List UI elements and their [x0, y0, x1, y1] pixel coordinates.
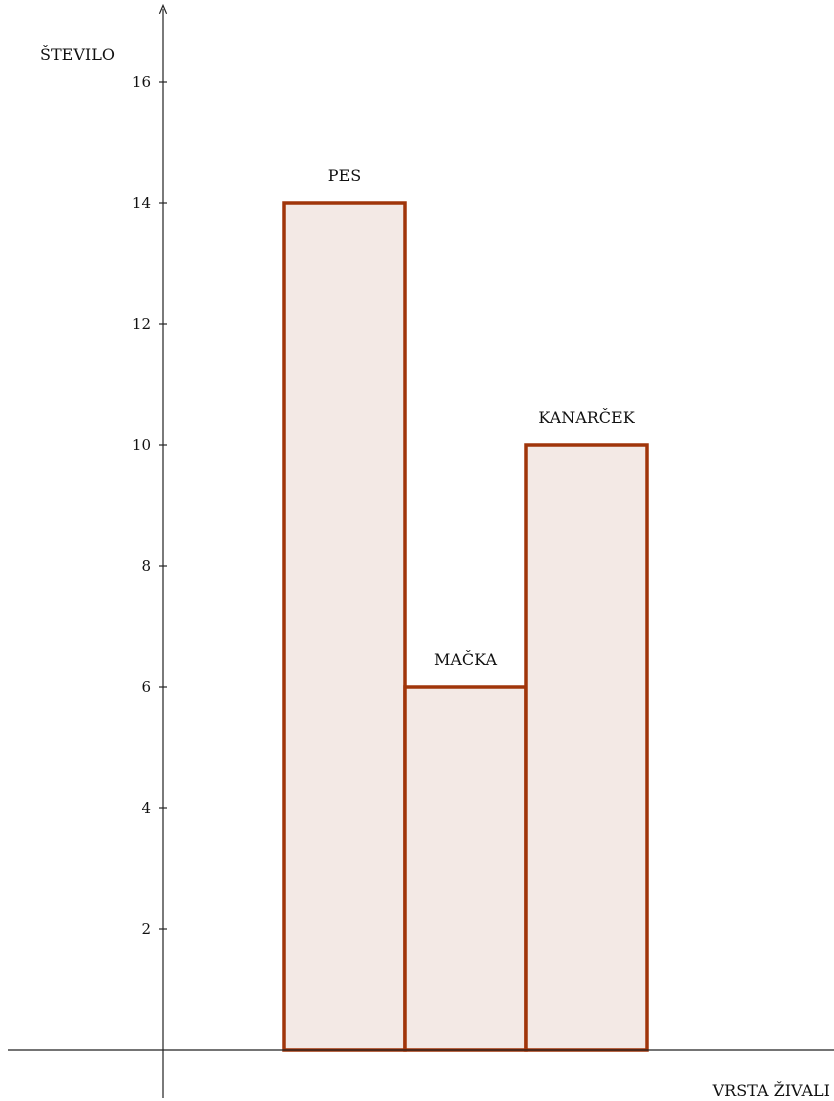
y-ticks: 2 4 6 8 10 12 14 16: [132, 73, 167, 938]
y-axis-title: ŠTEVILO: [40, 44, 115, 64]
bar-0: [282, 201, 407, 1052]
y-tick-label-5: 12: [132, 315, 151, 333]
bars-layer: [282, 201, 649, 1052]
y-tick-label-6: 14: [132, 194, 151, 212]
y-tick-label-7: 16: [132, 73, 151, 91]
y-tick-label-3: 8: [141, 557, 151, 575]
y-tick-label-1: 4: [141, 799, 151, 817]
y-tick-label-4: 10: [132, 436, 151, 454]
y-tick-label-0: 2: [141, 920, 151, 938]
bar-label-2: KANARČEK: [538, 407, 635, 427]
bar-label-0: PES: [328, 166, 361, 185]
y-tick-label-2: 6: [141, 678, 151, 696]
bar-label-1: MAČKA: [434, 649, 497, 669]
x-axis-title: VRSTA ŽIVALI: [712, 1080, 830, 1100]
bar-labels: PES MAČKA KANARČEK: [328, 166, 636, 669]
bar-1: [403, 685, 528, 1052]
bar-2: [524, 443, 649, 1052]
